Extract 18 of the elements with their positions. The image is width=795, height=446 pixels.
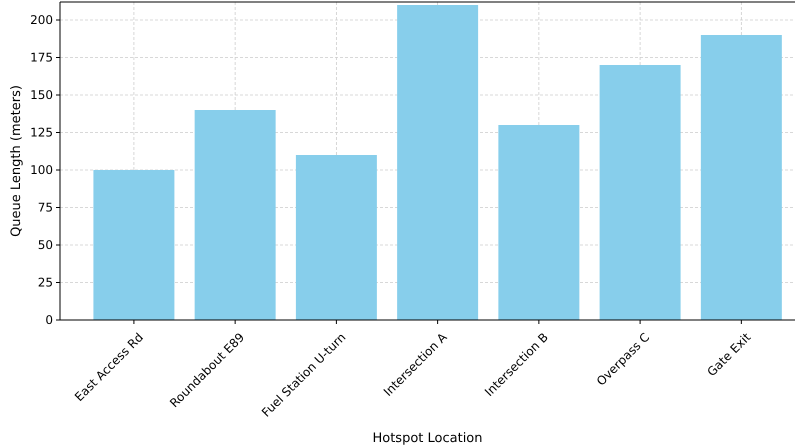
- y-tick-label: 50: [38, 238, 53, 252]
- y-tick-label: 75: [38, 200, 53, 215]
- bar: [700, 35, 782, 320]
- y-tick-label: 100: [30, 163, 53, 178]
- y-tick-label: 0: [45, 313, 53, 328]
- y-tick-label: 200: [30, 13, 53, 28]
- bar: [600, 65, 681, 320]
- bar: [397, 5, 478, 320]
- bar: [296, 155, 377, 320]
- y-tick-label: 25: [38, 276, 53, 290]
- y-axis-title: Queue Length (meters): [9, 85, 24, 237]
- y-tick-label: 150: [30, 88, 53, 102]
- y-tick-label: 125: [30, 126, 53, 140]
- bar: [498, 125, 580, 320]
- bar: [93, 170, 174, 320]
- y-tick-label: 175: [30, 50, 53, 65]
- x-axis-title: Hotspot Location: [372, 431, 483, 446]
- bar: [194, 110, 276, 320]
